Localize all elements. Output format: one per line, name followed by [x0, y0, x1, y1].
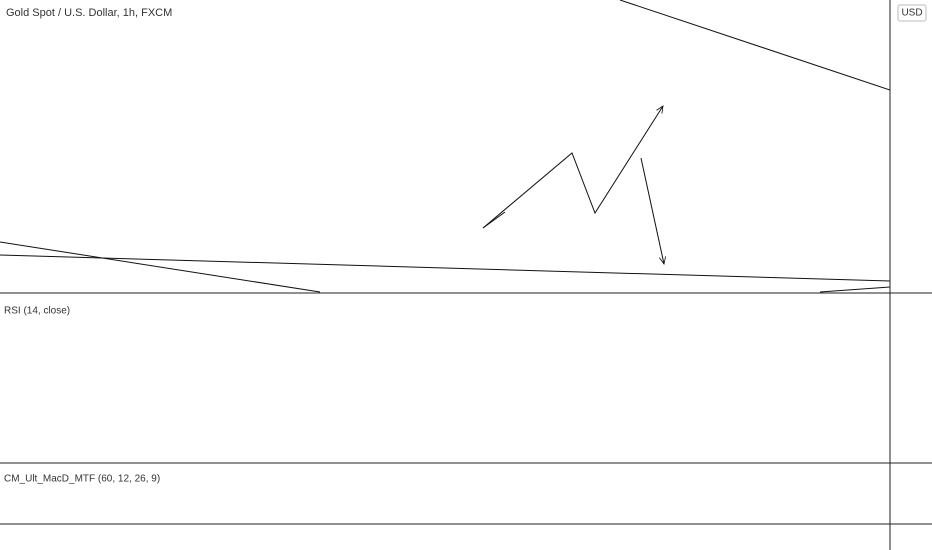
projection-arrow: [482, 211, 506, 229]
currency[interactable]: USD: [901, 8, 922, 19]
drawings: [0, 0, 891, 293]
projection-arrow: [482, 106, 663, 229]
trend-line: [0, 241, 321, 293]
trend-line: [619, 0, 891, 91]
currency-box[interactable]: [897, 4, 927, 22]
projection-arrow: [640, 157, 664, 264]
trend-line: [819, 286, 891, 293]
pane-title: RSI (14, close): [4, 306, 70, 317]
chart-title: Gold Spot / U.S. Dollar, 1h, FXCM: [6, 7, 172, 19]
trend-line: [0, 254, 891, 282]
pane-title: CM_Ult_MacD_MTF (60, 12, 26, 9): [4, 474, 160, 485]
